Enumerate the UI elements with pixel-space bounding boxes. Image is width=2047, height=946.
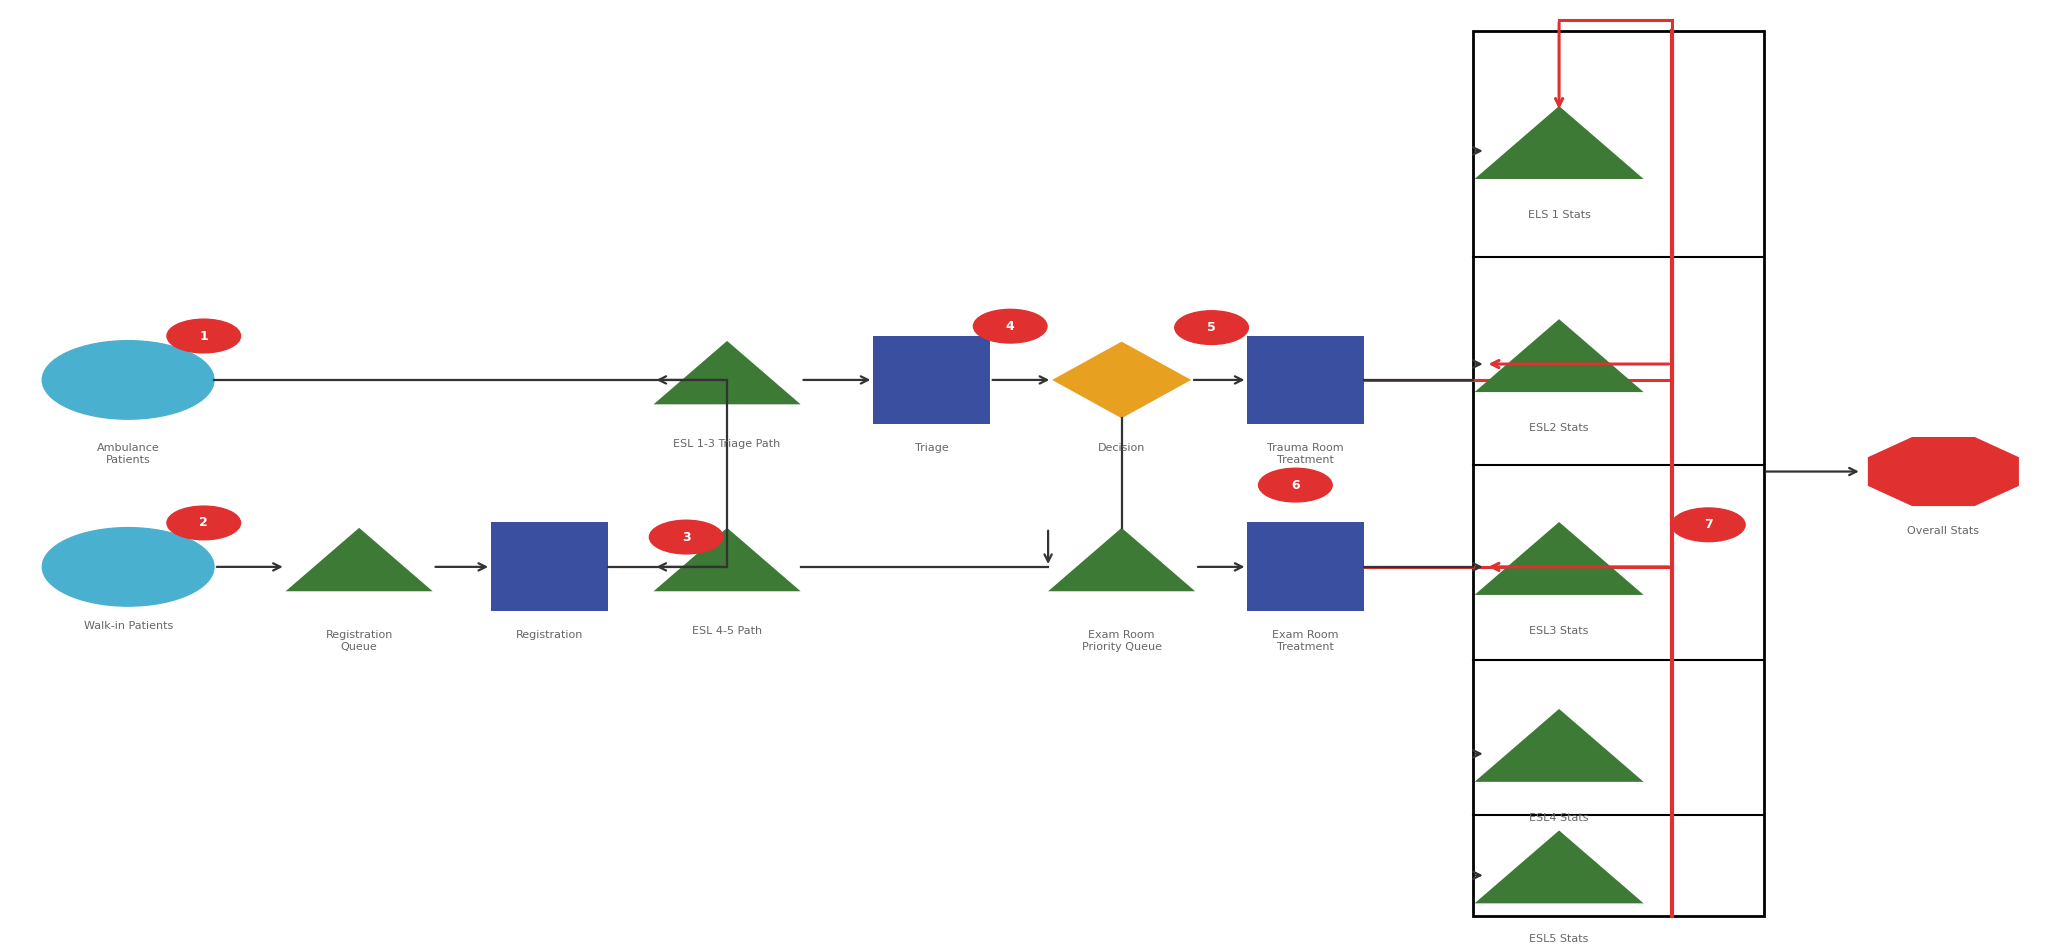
Text: Ambulance
Patients: Ambulance Patients — [96, 444, 160, 465]
Circle shape — [1672, 508, 1746, 542]
Bar — [1247, 336, 1363, 425]
Text: 5: 5 — [1208, 321, 1216, 334]
Circle shape — [43, 341, 215, 419]
Circle shape — [43, 528, 215, 606]
Text: Exam Room
Priority Queue: Exam Room Priority Queue — [1081, 630, 1161, 652]
Polygon shape — [1048, 528, 1195, 591]
Text: Overall Stats: Overall Stats — [1908, 526, 1979, 535]
Polygon shape — [653, 341, 800, 404]
Text: ESL 1-3 Triage Path: ESL 1-3 Triage Path — [673, 439, 780, 448]
Polygon shape — [287, 528, 432, 591]
Bar — [874, 336, 991, 425]
Text: ESL2 Stats: ESL2 Stats — [1529, 423, 1588, 433]
Text: Exam Room
Treatment: Exam Room Treatment — [1273, 630, 1339, 652]
Text: 3: 3 — [682, 531, 690, 544]
Polygon shape — [1867, 437, 2018, 506]
Text: 1: 1 — [199, 329, 209, 342]
Bar — [1247, 522, 1363, 611]
Text: Walk-in Patients: Walk-in Patients — [84, 622, 172, 631]
Text: ESL3 Stats: ESL3 Stats — [1529, 625, 1588, 636]
Text: Registration: Registration — [516, 630, 583, 640]
Polygon shape — [1474, 319, 1644, 392]
Circle shape — [1259, 468, 1333, 502]
Text: ESL5 Stats: ESL5 Stats — [1529, 935, 1588, 944]
Text: ELS 1 Stats: ELS 1 Stats — [1527, 210, 1591, 219]
Bar — [491, 522, 608, 611]
Circle shape — [974, 309, 1046, 343]
Polygon shape — [653, 528, 800, 591]
Bar — [1474, 31, 1765, 916]
Text: ESL 4-5 Path: ESL 4-5 Path — [692, 625, 761, 636]
Text: 2: 2 — [199, 517, 209, 530]
Circle shape — [649, 520, 723, 553]
Text: Registration
Queue: Registration Queue — [325, 630, 393, 652]
Polygon shape — [1474, 522, 1644, 595]
Text: 7: 7 — [1703, 518, 1713, 532]
Text: Decision: Decision — [1097, 444, 1146, 453]
Circle shape — [168, 506, 242, 540]
Circle shape — [1175, 311, 1249, 344]
Text: 4: 4 — [1005, 320, 1015, 333]
Polygon shape — [1474, 831, 1644, 903]
Text: ESL4 Stats: ESL4 Stats — [1529, 813, 1588, 823]
Text: Trauma Room
Treatment: Trauma Room Treatment — [1267, 444, 1345, 465]
Polygon shape — [1052, 342, 1191, 418]
Text: 6: 6 — [1292, 479, 1300, 492]
Circle shape — [168, 319, 242, 353]
Polygon shape — [1474, 106, 1644, 179]
Polygon shape — [1474, 709, 1644, 781]
Text: Triage: Triage — [915, 444, 948, 453]
